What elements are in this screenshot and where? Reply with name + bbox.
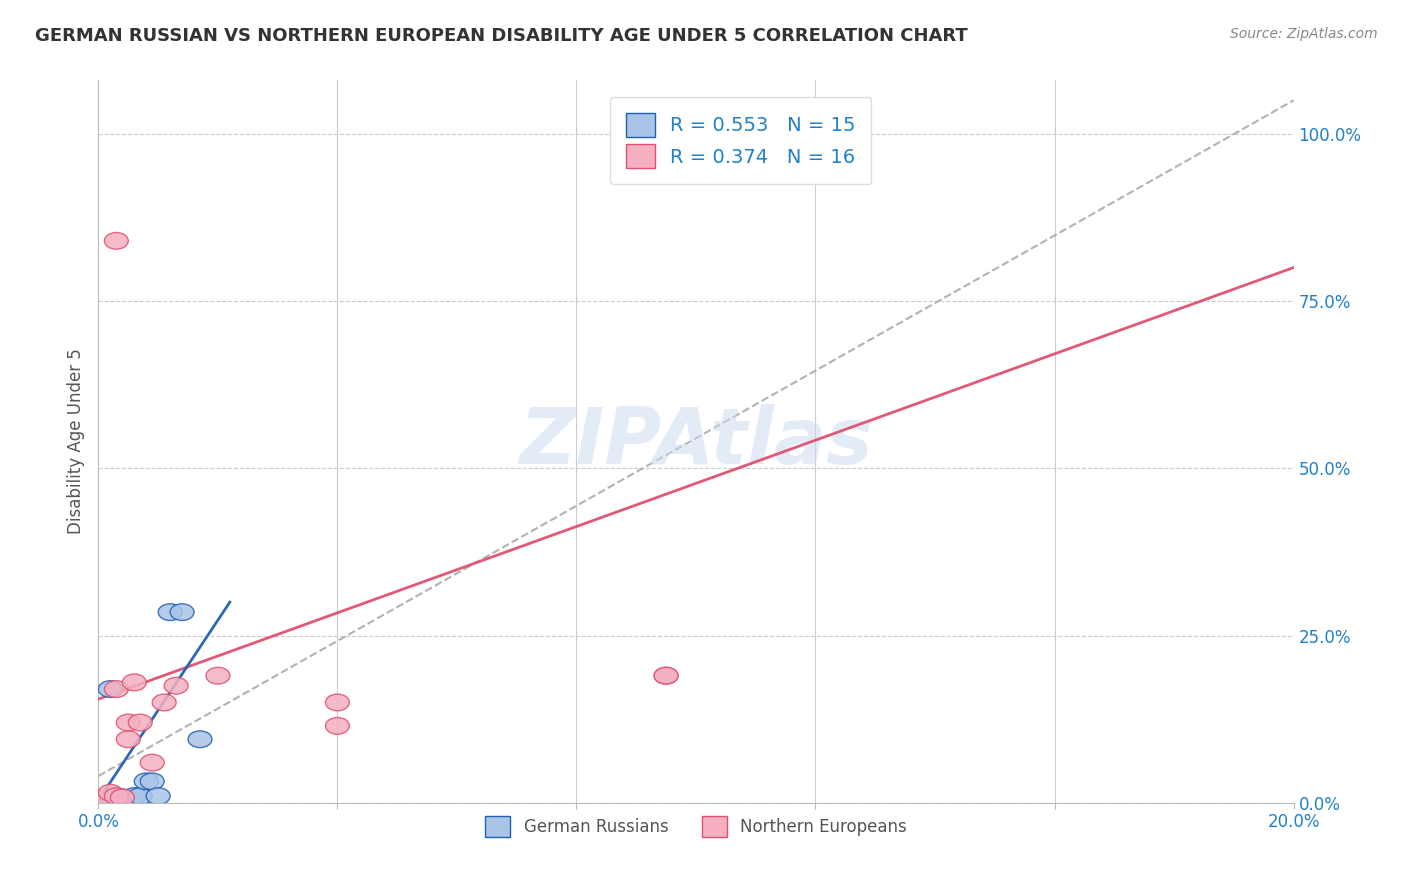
Legend: German Russians, Northern Europeans: German Russians, Northern Europeans — [477, 808, 915, 845]
Ellipse shape — [93, 793, 117, 810]
Ellipse shape — [188, 731, 212, 747]
Text: Source: ZipAtlas.com: Source: ZipAtlas.com — [1230, 27, 1378, 41]
Ellipse shape — [170, 604, 194, 621]
Ellipse shape — [152, 694, 176, 711]
Ellipse shape — [207, 667, 231, 684]
Ellipse shape — [98, 681, 122, 698]
Ellipse shape — [122, 788, 146, 805]
Ellipse shape — [93, 790, 117, 807]
Ellipse shape — [165, 677, 188, 694]
Ellipse shape — [93, 794, 117, 811]
Ellipse shape — [117, 792, 141, 808]
Ellipse shape — [326, 717, 350, 734]
Ellipse shape — [654, 667, 678, 684]
Ellipse shape — [117, 731, 141, 747]
Ellipse shape — [146, 788, 170, 805]
Ellipse shape — [104, 789, 128, 806]
Ellipse shape — [654, 667, 678, 684]
Ellipse shape — [159, 604, 183, 621]
Ellipse shape — [135, 773, 159, 789]
Ellipse shape — [326, 694, 350, 711]
Ellipse shape — [104, 681, 128, 698]
Ellipse shape — [111, 789, 135, 805]
Text: GERMAN RUSSIAN VS NORTHERN EUROPEAN DISABILITY AGE UNDER 5 CORRELATION CHART: GERMAN RUSSIAN VS NORTHERN EUROPEAN DISA… — [35, 27, 967, 45]
Ellipse shape — [128, 788, 152, 805]
Ellipse shape — [122, 674, 146, 690]
Y-axis label: Disability Age Under 5: Disability Age Under 5 — [66, 349, 84, 534]
Ellipse shape — [141, 773, 165, 789]
Ellipse shape — [141, 755, 165, 771]
Ellipse shape — [98, 784, 122, 801]
Ellipse shape — [111, 789, 135, 805]
Ellipse shape — [98, 792, 122, 808]
Ellipse shape — [104, 788, 128, 805]
Ellipse shape — [104, 233, 128, 249]
Text: ZIPAtlas: ZIPAtlas — [519, 403, 873, 480]
Ellipse shape — [128, 714, 152, 731]
Ellipse shape — [117, 714, 141, 731]
